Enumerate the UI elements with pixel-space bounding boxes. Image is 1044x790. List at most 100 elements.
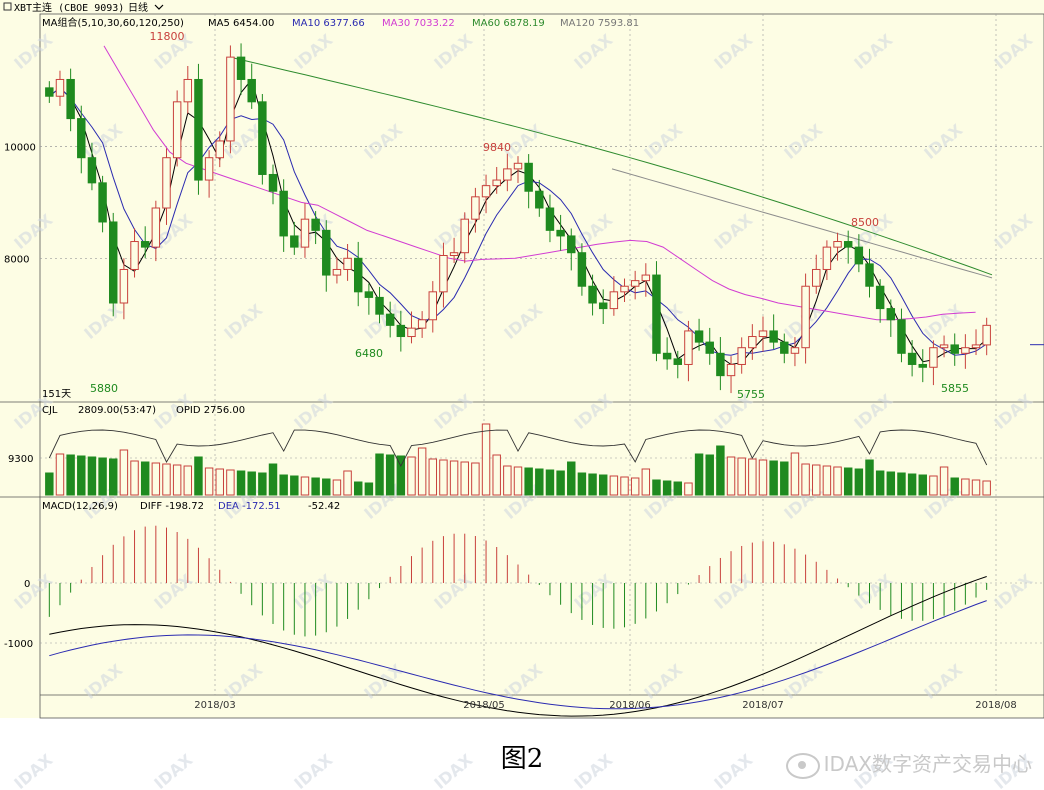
volume-bar-down — [140, 461, 150, 496]
price-tick-label: 8000 — [4, 254, 29, 265]
volume-bar-down — [598, 474, 608, 496]
ma60-line — [229, 56, 993, 276]
candle-up — [630, 280, 640, 287]
volume-bar-down — [396, 455, 406, 496]
volume-bar-down — [854, 468, 864, 496]
volume-bar-down — [780, 461, 789, 496]
candle-down — [87, 157, 97, 184]
volume-bar-down — [907, 473, 917, 496]
legend-entry: MA10 6377.66 — [292, 18, 365, 29]
volume-bar-up — [460, 461, 469, 496]
volume-bar-up — [119, 449, 129, 496]
ma10-line — [48, 87, 987, 356]
candle-down — [98, 182, 107, 223]
volume-bar-up — [151, 462, 161, 496]
period-chevron-down-icon[interactable] — [154, 4, 164, 10]
volume-bar-down — [716, 445, 725, 496]
candle-down — [918, 363, 927, 368]
candle-up — [417, 319, 427, 329]
volume-bar-up — [343, 470, 352, 496]
candle-down — [66, 78, 75, 120]
candle-up — [481, 185, 491, 198]
candle-up — [939, 344, 949, 349]
volume-indicator-label: CJL — [42, 405, 58, 416]
chart-labels: 10000 8000 2018/03 2018/05 2018/06 2018/07 201… — [4, 16, 1044, 711]
volume-bar-up — [130, 460, 139, 496]
volume-bar-down — [98, 457, 107, 496]
volume-bar-up — [982, 480, 991, 496]
candle-up — [929, 347, 938, 368]
candle-down — [854, 246, 864, 265]
price-tick-label: 10000 — [4, 143, 36, 154]
volume-bar-down — [375, 453, 384, 496]
volume-bar-down — [588, 473, 597, 496]
volume-bar-down — [875, 470, 885, 496]
volume-bar-up — [609, 475, 619, 496]
volume-bar-down — [897, 472, 906, 496]
volume-bar-down — [385, 454, 395, 496]
candle-up — [758, 330, 768, 338]
candle-down — [311, 218, 320, 231]
candle-up — [726, 363, 736, 377]
volume-bar-up — [407, 456, 416, 496]
candle-down — [598, 302, 608, 310]
candle-down — [268, 173, 278, 192]
volume-bar-up — [833, 466, 842, 496]
macd-series — [48, 525, 988, 717]
candle-up — [620, 285, 629, 293]
macd-indicator-label: MACD(12,26,9) — [42, 501, 118, 512]
volume-bar-down — [268, 463, 278, 496]
volume-bars — [45, 423, 991, 496]
macd-dea-line — [49, 600, 987, 710]
volume-bar-up — [55, 453, 65, 496]
macd-tick-label: 0 — [24, 579, 30, 590]
ma120-line — [611, 168, 993, 279]
candle-down — [258, 101, 267, 175]
source-watermark: IDAX数字资产交易中心 — [785, 748, 1032, 779]
candle-down — [588, 285, 597, 304]
candle-up — [172, 101, 182, 159]
macd-value-label: -52.42 — [308, 501, 340, 512]
candle-down — [662, 352, 672, 360]
legend-entry: MA60 6878.19 — [472, 18, 545, 29]
volume-bar-down — [353, 481, 363, 496]
candle-down — [545, 207, 555, 231]
price-annotation: 8500 — [851, 216, 879, 229]
candle-down — [375, 296, 384, 315]
candle-down — [897, 319, 906, 354]
candle-down — [109, 221, 118, 304]
volume-bar-down — [950, 477, 959, 496]
candle-up — [215, 140, 224, 159]
candle-down — [236, 56, 246, 80]
volume-value-label: 2809.00(53:47) — [78, 405, 156, 416]
period-label[interactable]: 日线 — [128, 1, 148, 14]
chart-header: XBT主连 (CBOE 9093) 日线 — [3, 1, 164, 14]
volume-bar-down — [865, 459, 874, 496]
candle-up — [801, 285, 810, 349]
weibo-logo-icon — [785, 752, 820, 779]
volume-bar-up — [971, 479, 981, 496]
volume-bar-up — [726, 456, 736, 496]
chart-background — [0, 0, 1044, 718]
volume-bar-down — [524, 467, 533, 496]
volume-bar-down — [843, 467, 853, 496]
candle-up — [55, 78, 65, 97]
volume-bar-down — [652, 479, 661, 496]
volume-bar-down — [364, 482, 374, 496]
symbol-label: XBT主连 (CBOE 9093) — [14, 1, 124, 14]
candle-down — [865, 263, 874, 287]
macd-diff-line — [49, 576, 987, 717]
volume-bar-up — [929, 475, 938, 496]
menu-square-icon[interactable] — [3, 2, 12, 11]
volume-bar-up — [471, 462, 480, 496]
volume-bar-up — [481, 423, 491, 496]
volume-bar-up — [492, 454, 501, 496]
candle-down — [843, 241, 853, 248]
volume-bar-down — [886, 471, 896, 496]
volume-bar-up — [961, 478, 970, 496]
macd-diff-label: DIFF -198.72 — [140, 501, 204, 512]
candle-down — [556, 229, 565, 237]
candle-down — [385, 313, 395, 326]
legend-entry: MA120 7593.81 — [560, 18, 639, 29]
price-annotation: 9840 — [483, 141, 511, 154]
